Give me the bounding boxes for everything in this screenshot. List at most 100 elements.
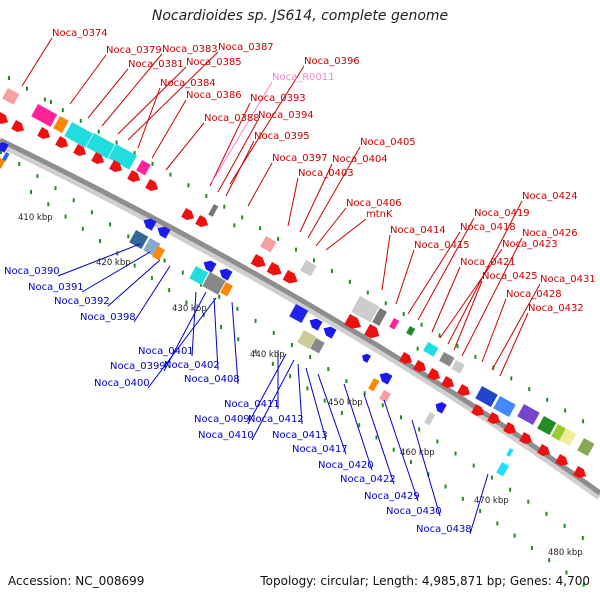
gene-arrow [250, 254, 266, 268]
gene-block [86, 133, 115, 159]
gene-label: Noca_0408 [184, 374, 240, 385]
gene-label: Noca_0418 [460, 222, 516, 233]
tick-mark [127, 234, 130, 239]
gene-arrow [573, 466, 587, 478]
tick-mark [530, 545, 533, 550]
tick-mark [472, 463, 475, 468]
gene-arrow [157, 226, 171, 239]
gene-labels: Noca_0374Noca_0379Noca_0381Noca_0383Noca… [4, 28, 596, 535]
gene-block [31, 104, 58, 127]
gene-arrow [145, 179, 159, 191]
leader-line [363, 393, 395, 485]
gene-label: Noca_0431 [540, 274, 596, 285]
gene-block [220, 282, 233, 297]
kbp-marker: 480 kbp [548, 548, 583, 558]
gene-block [202, 272, 226, 295]
tick-mark [18, 162, 21, 167]
gene-block [297, 330, 317, 350]
tick-mark [400, 415, 402, 420]
gene-arrow [127, 170, 141, 182]
gene-block [64, 122, 93, 148]
gene-block [379, 390, 391, 403]
gene-label: Noca_R0011 [272, 72, 335, 83]
gene-block [551, 424, 567, 442]
tick-mark [358, 423, 361, 428]
leader-line [453, 280, 483, 351]
tick-mark [97, 129, 100, 134]
tick-mark [254, 349, 257, 354]
tick-mark [565, 570, 568, 575]
gene-arrow [91, 152, 105, 164]
gene-label: Noca_0424 [522, 191, 578, 202]
gene-arrow [219, 268, 233, 281]
tick-mark [454, 451, 457, 456]
gene-label: Noca_0386 [186, 90, 242, 101]
gene-label: Noca_0409 [194, 414, 250, 425]
tick-mark [109, 222, 112, 227]
leader-line [133, 265, 171, 323]
gene-arrow [344, 314, 362, 329]
gene-label: Noca_0400 [94, 378, 150, 389]
tick-mark [181, 270, 184, 275]
gene-label: Noca_0422 [340, 474, 396, 485]
gene-arrow [537, 444, 551, 456]
gene-block [496, 462, 509, 477]
accession-text: Accession: NC_008699 [8, 574, 145, 588]
gene-arrow [362, 353, 371, 363]
gene-label: Noca_0402 [164, 360, 220, 371]
gene-arrow [457, 384, 471, 396]
tick-mark [527, 499, 530, 504]
tick-mark [510, 376, 513, 381]
leader-line [229, 65, 305, 185]
gene-label: Noca_0395 [254, 131, 310, 142]
gene-block [152, 246, 165, 261]
gene-arrow [487, 412, 501, 424]
tick-mark [289, 374, 292, 379]
gene-block [1, 152, 10, 162]
leader-line [297, 363, 303, 425]
leader-line [87, 68, 129, 119]
tick-mark [563, 523, 566, 528]
tick-mark [133, 263, 136, 268]
gene-label: Noca_0390 [4, 266, 60, 277]
gene-block [108, 144, 137, 170]
tick-mark [402, 312, 405, 316]
tick-mark [254, 318, 257, 323]
leader-line [217, 119, 259, 193]
gene-label: Noca_0419 [474, 208, 530, 219]
tick-mark [581, 535, 584, 540]
tick-mark [205, 194, 208, 198]
gene-label: Noca_0397 [272, 153, 328, 164]
leader-line [101, 53, 163, 127]
gene-label: Noca_0392 [54, 296, 110, 307]
tick-mark [220, 325, 222, 329]
tick-mark [30, 190, 32, 194]
leader-line [287, 177, 299, 227]
leader-line [395, 249, 415, 305]
leader-line [151, 99, 187, 159]
gene-label: Noca_0383 [162, 44, 218, 55]
tick-mark [474, 354, 477, 359]
gene-block [129, 230, 149, 250]
tick-mark [330, 269, 333, 274]
tick-mark [420, 322, 423, 327]
gene-block [423, 342, 439, 357]
leader-line [299, 163, 333, 233]
gene-block [493, 396, 516, 417]
gene-features [0, 88, 595, 478]
tick-mark [546, 397, 549, 402]
gene-block [475, 386, 498, 407]
gene-arrow [109, 160, 123, 172]
gene-label: Noca_0385 [186, 57, 242, 68]
gene-label: Noca_0374 [52, 28, 108, 39]
gene-label: Noca_0406 [346, 198, 402, 209]
genome-summary-text: Topology: circular; Length: 4,985,871 bp… [260, 574, 590, 588]
gene-block [368, 378, 380, 392]
gene-label: Noca_0381 [128, 59, 184, 70]
tick-mark [47, 202, 50, 207]
gene-block [53, 116, 69, 134]
gene-arrow [11, 120, 25, 132]
gene-arrow [266, 262, 282, 276]
gene-arrow [503, 422, 517, 434]
gene-block [300, 260, 317, 277]
